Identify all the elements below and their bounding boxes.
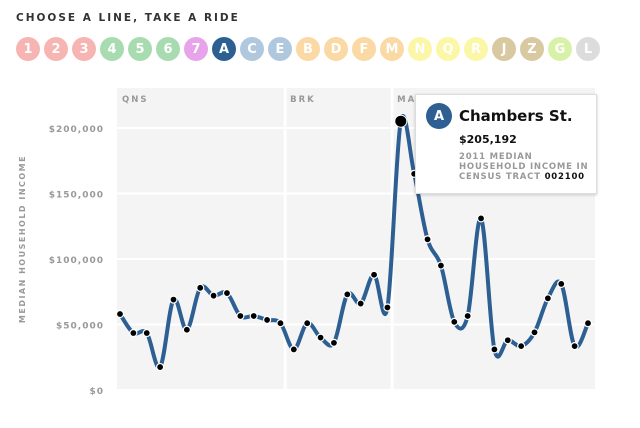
y-tick-label: $0 [89,387,104,397]
station-point[interactable] [276,319,285,328]
station-point[interactable] [423,235,432,244]
station-point[interactable] [543,294,552,303]
line-button-l[interactable]: L [576,37,600,61]
station-point[interactable] [316,333,325,342]
station-point[interactable] [436,261,446,270]
line-button-3[interactable]: 3 [72,37,96,61]
line-button-7[interactable]: 7 [184,37,208,61]
line-button-r[interactable]: R [464,37,488,61]
station-point[interactable] [557,279,566,288]
y-axis-label: MEDIAN HOUSEHOLD INCOME [18,155,27,323]
station-point[interactable] [196,283,205,292]
station-point[interactable] [289,345,298,354]
borough-label: MAN [397,95,425,105]
tooltip-line-bullet: A [426,103,452,129]
line-button-a[interactable]: A [212,37,236,61]
station-point[interactable] [476,214,486,223]
station-point[interactable] [156,362,165,372]
station-point[interactable] [182,325,191,334]
tooltip-value: $205,192 [459,133,517,146]
y-tick-label: $50,000 [56,322,104,332]
line-button-d[interactable]: D [324,37,348,61]
line-button-z[interactable]: Z [520,37,544,61]
station-point[interactable] [583,319,593,328]
station-point[interactable] [115,309,125,319]
station-point[interactable] [343,290,352,299]
station-point[interactable] [142,328,151,338]
station-point[interactable] [356,299,365,308]
station-point[interactable] [490,345,499,354]
line-button-f[interactable]: F [352,37,376,61]
y-tick-label: $200,000 [49,125,104,135]
station-point[interactable] [249,311,258,321]
tooltip: A Chambers St. $205,192 2011 MEDIAN HOUS… [415,94,597,194]
borough-label: QNS [122,95,148,105]
line-button-b[interactable]: B [296,37,320,61]
line-button-5[interactable]: 5 [128,37,152,61]
page-title: CHOOSE A LINE, TAKE A RIDE [16,12,240,24]
line-button-4[interactable]: 4 [100,37,124,61]
line-button-m[interactable]: M [380,37,404,61]
station-point[interactable] [450,317,459,326]
line-button-j[interactable]: J [492,37,516,61]
line-button-q[interactable]: Q [436,37,460,61]
station-point[interactable] [570,342,579,351]
tooltip-desc-text: 2011 MEDIAN HOUSEHOLD INCOME IN CENSUS T… [459,152,589,182]
station-point[interactable] [463,311,472,321]
station-point[interactable] [209,291,218,300]
line-button-2[interactable]: 2 [44,37,68,61]
station-point[interactable] [383,303,392,312]
station-point[interactable] [329,338,339,347]
line-button-6[interactable]: 6 [156,37,180,61]
station-point[interactable] [530,328,539,337]
borough-label: BRK [290,95,316,105]
line-button-1[interactable]: 1 [16,37,40,61]
line-button-g[interactable]: G [548,37,572,61]
station-point[interactable] [262,315,272,325]
station-point[interactable] [169,295,178,304]
station-point-selected[interactable] [394,114,408,128]
station-point[interactable] [222,288,232,298]
y-tick-label: $150,000 [49,191,104,201]
line-button-c[interactable]: C [240,37,264,61]
tooltip-description: 2011 MEDIAN HOUSEHOLD INCOME IN CENSUS T… [459,152,594,182]
station-point[interactable] [129,328,138,338]
station-point[interactable] [369,270,379,279]
tooltip-tract: 002100 [544,172,585,182]
station-point[interactable] [517,342,526,351]
tooltip-station: Chambers St. [459,107,573,125]
station-point[interactable] [303,319,312,328]
line-button-n[interactable]: N [408,37,432,61]
line-button-e[interactable]: E [268,37,292,61]
y-tick-label: $100,000 [49,256,104,266]
station-point[interactable] [503,336,512,345]
station-point[interactable] [236,311,245,321]
